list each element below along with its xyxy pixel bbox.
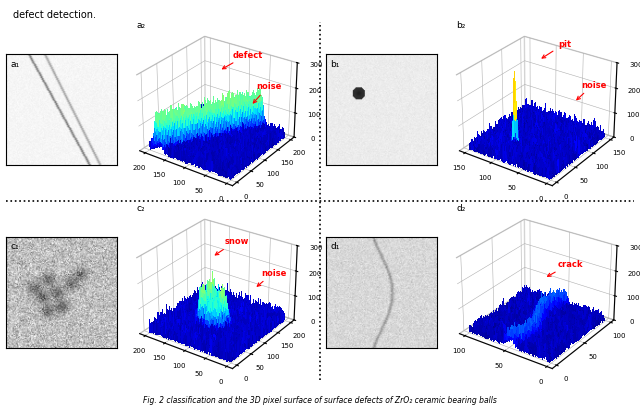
Text: defect: defect (223, 51, 264, 70)
Text: noise: noise (257, 268, 287, 287)
Text: c₁: c₁ (11, 242, 19, 251)
Text: snow: snow (215, 236, 248, 255)
Text: pit: pit (542, 40, 572, 59)
Text: noise: noise (253, 82, 282, 104)
Text: c₂: c₂ (136, 203, 145, 212)
Text: a₁: a₁ (11, 59, 20, 68)
Text: defect detection.: defect detection. (13, 10, 96, 20)
Text: noise: noise (577, 81, 606, 101)
Text: d₁: d₁ (331, 242, 340, 251)
Text: Fig. 2 classification and the 3D pixel surface of surface defects of ZrO₂ cerami: Fig. 2 classification and the 3D pixel s… (143, 395, 497, 404)
Text: a₂: a₂ (136, 21, 145, 30)
Text: b₂: b₂ (456, 21, 465, 30)
Text: b₁: b₁ (331, 59, 340, 68)
Text: d₂: d₂ (456, 203, 465, 212)
Text: crack: crack (548, 259, 584, 276)
